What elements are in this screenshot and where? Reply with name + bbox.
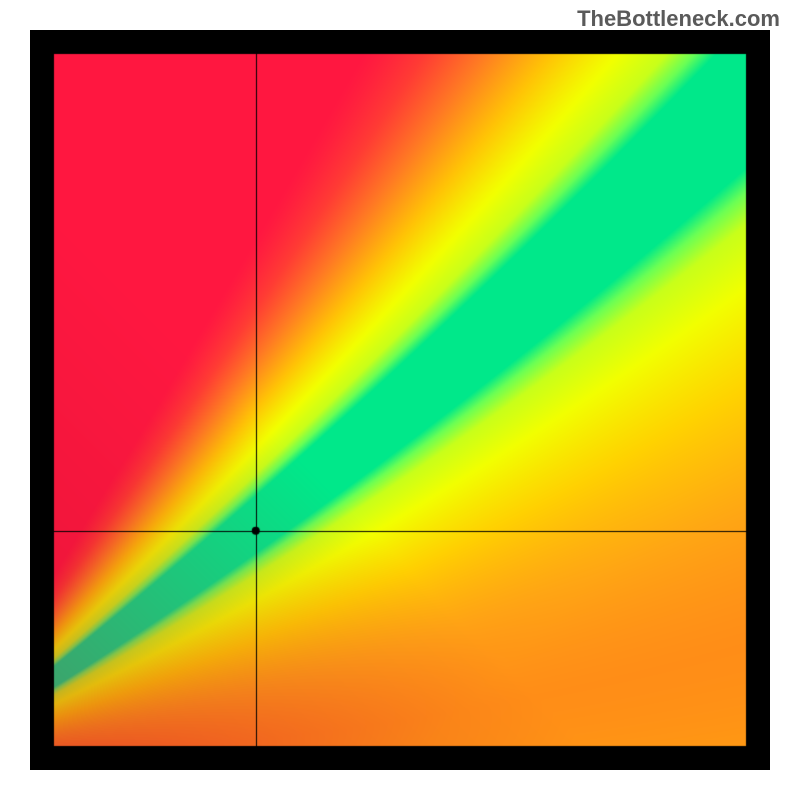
- watermark: TheBottleneck.com: [577, 6, 780, 32]
- heatmap-canvas: [30, 30, 770, 770]
- bottleneck-heatmap: [30, 30, 770, 770]
